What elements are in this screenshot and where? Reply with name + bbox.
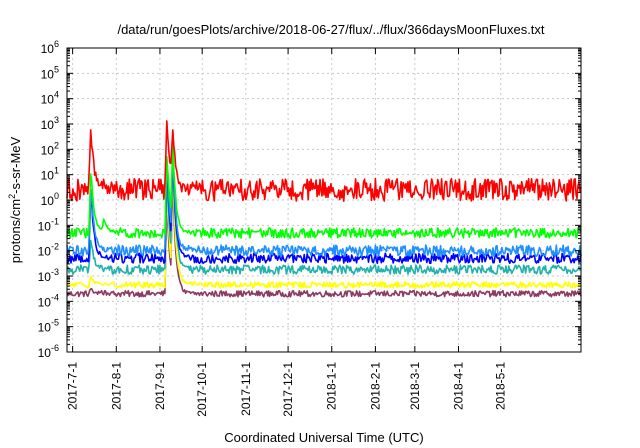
y-tick-label: 106 <box>41 39 59 56</box>
x-tick-label: 2017-11-1 <box>239 362 253 416</box>
x-tick-label: 2017-8-1 <box>109 362 123 410</box>
y-tick-label: 101 <box>41 166 59 183</box>
y-tick-exponent: 6 <box>54 39 59 49</box>
y-tick-label: 10-2 <box>38 242 59 259</box>
y-tick-exponent: 0 <box>54 191 59 201</box>
series-line <box>66 120 582 202</box>
series-layer <box>66 120 582 298</box>
y-tick-base: 10 <box>41 169 55 183</box>
y-tick-label: 105 <box>41 64 59 81</box>
y-tick-label: 104 <box>41 90 59 107</box>
x-tick-label: 2018-5-1 <box>494 362 508 410</box>
y-tick-exponent: -3 <box>51 267 59 277</box>
y-tick-label: 10-1 <box>38 216 59 233</box>
series-line <box>66 146 582 257</box>
x-tick-label: 2017-7-1 <box>66 362 80 410</box>
y-tick-label: 10-3 <box>38 267 59 284</box>
y-axis-label-pre: protons/cm <box>8 199 23 263</box>
x-tick-label: 2018-4-1 <box>451 362 465 410</box>
y-tick-exponent: 4 <box>54 90 59 100</box>
x-tick-label: 2017-12-1 <box>281 362 295 417</box>
x-tick-label: 2018-3-1 <box>408 362 422 410</box>
x-tick-label: 2018-2-1 <box>368 362 382 410</box>
y-tick-labels: 10-610-510-410-310-210-11001011021031041… <box>38 39 59 360</box>
x-tick-label: 2017-10-1 <box>195 362 209 417</box>
y-tick-label: 10-5 <box>38 318 59 335</box>
y-tick-base: 10 <box>41 118 55 132</box>
y-tick-exponent: -2 <box>51 242 59 252</box>
series-line <box>66 178 582 298</box>
x-tick-label: 2018-1-1 <box>325 362 339 410</box>
y-tick-base: 10 <box>41 67 55 81</box>
y-tick-base: 10 <box>38 219 52 233</box>
y-tick-exponent: 5 <box>54 64 59 74</box>
chart-title: /data/run/goesPlots/archive/2018-06-27/f… <box>117 22 544 37</box>
y-tick-base: 10 <box>38 346 52 360</box>
y-tick-label: 10-6 <box>38 343 59 360</box>
y-tick-exponent: -1 <box>51 216 59 226</box>
y-tick-base: 10 <box>41 93 55 107</box>
y-tick-exponent: 3 <box>54 115 59 125</box>
x-tick-labels: 2017-7-1 2017-8-1 2017-9-1 2017-10-1 2017-11… <box>66 362 508 417</box>
y-axis-label-post: -s-sr-MeV <box>8 136 23 193</box>
y-tick-exponent: 2 <box>54 140 59 150</box>
y-tick-base: 10 <box>41 42 55 56</box>
y-tick-label: 10-4 <box>38 292 59 309</box>
y-tick-exponent: 1 <box>54 166 59 176</box>
y-tick-base: 10 <box>41 143 55 157</box>
y-tick-exponent: -4 <box>51 292 59 302</box>
y-tick-base: 10 <box>41 194 55 208</box>
series-line <box>66 153 582 265</box>
y-tick-exponent: -5 <box>51 318 59 328</box>
x-tick-label: 2017-9-1 <box>153 362 167 410</box>
y-tick-label: 102 <box>41 140 59 157</box>
axes <box>66 47 582 353</box>
y-tick-exponent: -6 <box>51 343 59 353</box>
y-tick-label: 103 <box>41 115 59 132</box>
grid <box>67 48 581 352</box>
y-tick-label: 100 <box>41 191 59 208</box>
y-tick-base: 10 <box>38 295 52 309</box>
y-axis-label-sup: 2 <box>7 194 17 199</box>
series-line <box>66 168 582 289</box>
series-line <box>66 141 582 239</box>
y-axis-label: protons/cm2-s-sr-MeV <box>7 136 23 263</box>
y-tick-base: 10 <box>38 321 52 335</box>
x-axis-label: Coordinated Universal Time (UTC) <box>224 430 423 445</box>
y-tick-base: 10 <box>38 270 52 284</box>
series-line <box>66 155 582 275</box>
y-tick-base: 10 <box>38 245 52 259</box>
